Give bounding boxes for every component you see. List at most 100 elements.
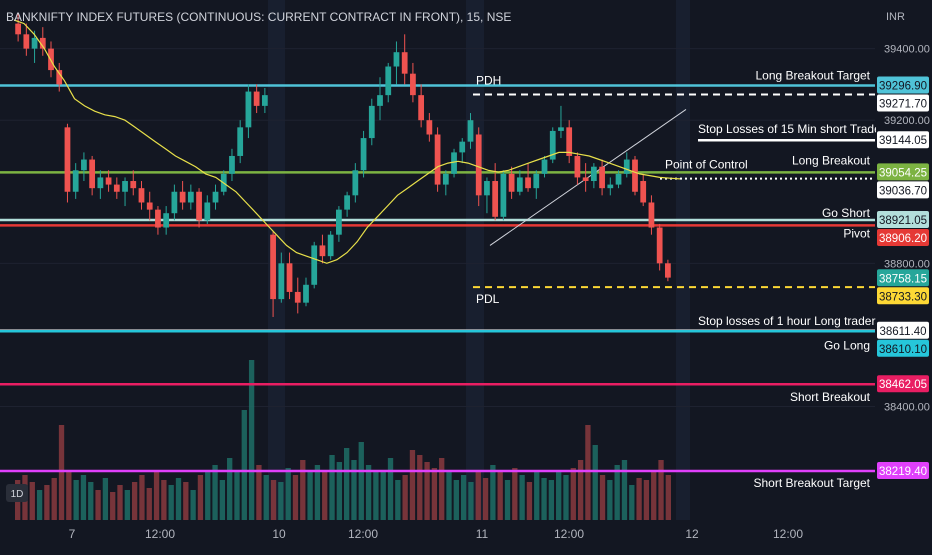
candle-body[interactable] xyxy=(459,141,466,153)
candle-body[interactable] xyxy=(146,202,153,210)
candle-body[interactable] xyxy=(31,37,38,49)
candle-body[interactable] xyxy=(261,95,268,106)
candle-body[interactable] xyxy=(549,130,556,160)
candle-body[interactable] xyxy=(368,105,375,139)
candle-body[interactable] xyxy=(204,202,211,221)
candle-body[interactable] xyxy=(410,73,416,96)
candle-body[interactable] xyxy=(648,202,655,228)
candle-body[interactable] xyxy=(377,95,383,106)
candle-body[interactable] xyxy=(303,284,309,303)
candle-body[interactable] xyxy=(138,188,145,203)
candle-body[interactable] xyxy=(81,159,87,171)
candle-body[interactable] xyxy=(434,134,441,185)
candle-body[interactable] xyxy=(623,159,630,174)
candle-body[interactable] xyxy=(89,159,96,189)
x-tick-label: 12 xyxy=(685,527,699,541)
price-tag-bg xyxy=(877,94,929,112)
candle-body[interactable] xyxy=(533,173,540,189)
candle-body[interactable] xyxy=(352,170,359,196)
candle-body[interactable] xyxy=(319,245,326,257)
candle-body[interactable] xyxy=(599,166,605,189)
candle-body[interactable] xyxy=(163,213,170,228)
candle-body[interactable] xyxy=(426,120,433,135)
candle-body[interactable] xyxy=(492,181,499,217)
candle-body[interactable] xyxy=(344,195,350,210)
candle-body[interactable] xyxy=(237,127,244,156)
candle-body[interactable] xyxy=(245,91,252,128)
candle-body[interactable] xyxy=(294,291,301,303)
candle-body[interactable] xyxy=(97,177,104,189)
candle-body[interactable] xyxy=(327,234,334,257)
candle-body[interactable] xyxy=(393,52,400,67)
candle-body[interactable] xyxy=(64,127,71,192)
y-tick-label: 39400.00 xyxy=(884,44,930,56)
candle-body[interactable] xyxy=(442,173,449,185)
candle-body[interactable] xyxy=(23,34,30,49)
candle-body[interactable] xyxy=(253,91,260,106)
candle-body[interactable] xyxy=(155,209,161,228)
candle-body[interactable] xyxy=(196,191,202,221)
volume-bar xyxy=(278,482,284,520)
x-tick-label: 12:00 xyxy=(773,527,803,541)
volume-bar xyxy=(380,472,386,520)
candle-body[interactable] xyxy=(566,127,573,156)
candle-body[interactable] xyxy=(590,166,597,182)
candle-body[interactable] xyxy=(229,155,235,174)
candle-body[interactable] xyxy=(508,173,515,192)
volume-bar xyxy=(446,472,452,520)
candle-body[interactable] xyxy=(212,191,219,203)
volume-bar xyxy=(219,480,226,520)
candle-body[interactable] xyxy=(56,70,63,85)
candle-body[interactable] xyxy=(640,181,647,203)
candle-body[interactable] xyxy=(541,159,548,174)
volume-bar xyxy=(417,455,423,520)
candle-body[interactable] xyxy=(558,127,564,131)
candle-body[interactable] xyxy=(451,152,457,174)
candle-body[interactable] xyxy=(615,173,622,185)
candle-body[interactable] xyxy=(516,177,523,192)
volume-bar xyxy=(468,482,474,520)
volume-bar xyxy=(592,445,598,520)
volume-bar xyxy=(322,470,328,520)
candle-body[interactable] xyxy=(607,184,614,189)
interval-badge[interactable] xyxy=(6,484,28,502)
y-tick-label: 38400.00 xyxy=(884,401,930,413)
candle-body[interactable] xyxy=(39,37,46,49)
candle-body[interactable] xyxy=(278,263,285,300)
candle-body[interactable] xyxy=(665,263,671,278)
candle-body[interactable] xyxy=(171,191,178,214)
candle-body[interactable] xyxy=(72,170,79,192)
candle-body[interactable] xyxy=(130,181,137,189)
candle-body[interactable] xyxy=(360,138,367,171)
candle-body[interactable] xyxy=(270,234,276,300)
candle-body[interactable] xyxy=(656,227,663,264)
candle-body[interactable] xyxy=(401,52,408,74)
candle-body[interactable] xyxy=(311,245,318,285)
volume-bar xyxy=(234,470,240,520)
candle-body[interactable] xyxy=(582,177,589,182)
candle-body[interactable] xyxy=(336,209,342,235)
candle-body[interactable] xyxy=(574,155,581,178)
candle-body[interactable] xyxy=(122,181,128,192)
candle-body[interactable] xyxy=(15,23,21,35)
candle-body[interactable] xyxy=(187,191,194,203)
candle-body[interactable] xyxy=(418,95,425,121)
volume-bar xyxy=(329,455,335,520)
candle-body[interactable] xyxy=(286,263,293,292)
candle-body[interactable] xyxy=(632,159,638,192)
candle-body[interactable] xyxy=(385,66,392,96)
candle-body[interactable] xyxy=(525,177,531,189)
candle-body[interactable] xyxy=(475,134,482,196)
candle-body[interactable] xyxy=(467,120,474,142)
candle-body[interactable] xyxy=(113,184,120,192)
candle-body[interactable] xyxy=(500,173,507,217)
price-tag-bg xyxy=(877,181,929,199)
candle-body[interactable] xyxy=(105,177,112,185)
level-label: PDL xyxy=(476,292,500,306)
candle-body[interactable] xyxy=(179,191,186,203)
volume-bar xyxy=(139,475,145,520)
volume-bar xyxy=(424,462,430,520)
volume-bar xyxy=(373,470,379,520)
candle-body[interactable] xyxy=(484,181,490,196)
